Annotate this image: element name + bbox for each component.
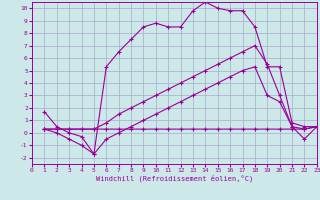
X-axis label: Windchill (Refroidissement éolien,°C): Windchill (Refroidissement éolien,°C) [96,175,253,182]
